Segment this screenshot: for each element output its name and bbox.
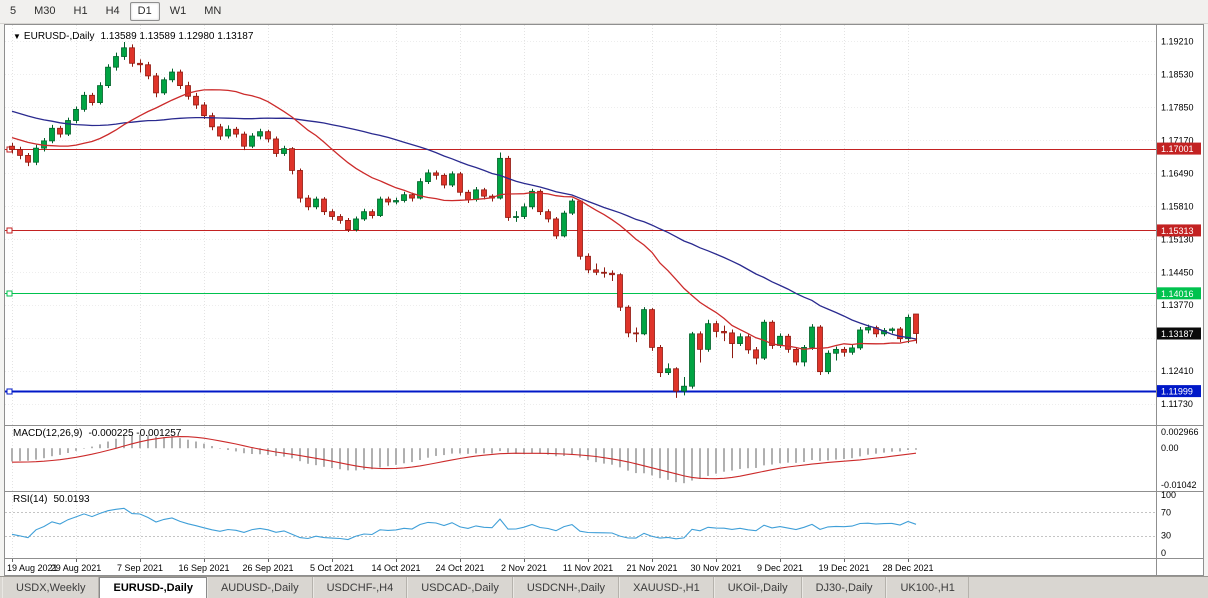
svg-text:5 Oct 2021: 5 Oct 2021 <box>310 563 354 573</box>
timeframe-button-w1[interactable]: W1 <box>169 5 187 17</box>
svg-text:21 Nov 2021: 21 Nov 2021 <box>626 563 677 573</box>
svg-text:0.002966: 0.002966 <box>1161 427 1199 437</box>
svg-text:1.15313: 1.15313 <box>1161 226 1194 236</box>
svg-text:19 Aug 2021: 19 Aug 2021 <box>7 563 58 573</box>
svg-text:11 Nov 2021: 11 Nov 2021 <box>563 563 613 573</box>
svg-text:100: 100 <box>1161 490 1176 500</box>
svg-text:1.17170: 1.17170 <box>1161 135 1194 145</box>
tab-usdcnh-daily[interactable]: USDCNH-,Daily <box>512 577 620 598</box>
svg-text:7 Sep 2021: 7 Sep 2021 <box>117 563 163 573</box>
svg-text:19 Dec 2021: 19 Dec 2021 <box>818 563 869 573</box>
svg-text:1.17850: 1.17850 <box>1161 102 1194 112</box>
timeframe-button-d1[interactable]: D1 <box>129 2 160 21</box>
macd-panel <box>11 434 917 484</box>
svg-text:26 Sep 2021: 26 Sep 2021 <box>242 563 293 573</box>
symbol-tabbar: USDX,Weekly EURUSD-,Daily AUDUSD-,Daily USD… <box>0 576 1208 598</box>
svg-text:30 Nov 2021: 30 Nov 2021 <box>690 563 741 573</box>
svg-text:1.12410: 1.12410 <box>1161 366 1194 376</box>
rsi-panel <box>5 507 1156 541</box>
svg-text:1.14016: 1.14016 <box>1161 289 1194 299</box>
tab-xauusd-h1[interactable]: XAUUSD-,H1 <box>619 577 714 598</box>
svg-text:1.13187: 1.13187 <box>1161 329 1194 339</box>
svg-text:70: 70 <box>1161 507 1171 517</box>
svg-text:1.14450: 1.14450 <box>1161 267 1194 277</box>
tab-ukoil-daily[interactable]: UKOil-,Daily <box>713 577 802 598</box>
timeframe-button-mn[interactable]: MN <box>204 5 222 17</box>
chart-window: 19 Aug 2021 29 Aug 2021 7 Sep 2021 16 Sep 2… <box>4 24 1204 576</box>
candles <box>9 41 919 398</box>
tab-usdcad-daily[interactable]: USDCAD-,Daily <box>407 577 513 598</box>
svg-text:29 Aug 2021: 29 Aug 2021 <box>51 563 102 573</box>
tab-usdx-weekly[interactable]: USDX,Weekly <box>2 577 100 598</box>
timeframe-button-h4[interactable]: H4 <box>105 5 120 17</box>
svg-text:1.15810: 1.15810 <box>1161 201 1194 211</box>
svg-text:28 Dec 2021: 28 Dec 2021 <box>882 563 933 573</box>
svg-text:-0.01042: -0.01042 <box>1161 480 1197 490</box>
timeframe-button-5[interactable]: 5 <box>10 5 17 17</box>
timeframe-toolbar: 5 M30 H1 H4 D1 W1 MN <box>0 0 1208 24</box>
grid-lines <box>5 25 1156 558</box>
svg-text:14 Oct 2021: 14 Oct 2021 <box>371 563 420 573</box>
svg-text:0.00: 0.00 <box>1161 443 1179 453</box>
svg-text:16 Sep 2021: 16 Sep 2021 <box>178 563 229 573</box>
svg-text:1.16490: 1.16490 <box>1161 168 1194 178</box>
svg-text:1.19210: 1.19210 <box>1161 36 1194 46</box>
tab-eurusd-daily[interactable]: EURUSD-,Daily <box>99 577 207 598</box>
horizontal-level-lines[interactable] <box>5 146 1156 395</box>
svg-text:30: 30 <box>1161 531 1171 541</box>
tab-uk100-h1[interactable]: UK100-,H1 <box>886 577 969 598</box>
svg-text:1.11999: 1.11999 <box>1161 387 1193 397</box>
price-badges: 1.17001 1.15313 1.14016 1.11999 1.13187 <box>1157 142 1201 398</box>
tab-dj30-daily[interactable]: DJ30-,Daily <box>801 577 887 598</box>
svg-text:1.13770: 1.13770 <box>1161 300 1194 310</box>
tab-audusd-daily[interactable]: AUDUSD-,Daily <box>206 577 313 598</box>
svg-text:1.11730: 1.11730 <box>1161 399 1193 409</box>
svg-text:1.15130: 1.15130 <box>1161 234 1194 244</box>
svg-text:1.17001: 1.17001 <box>1161 144 1194 154</box>
timeframe-button-h1[interactable]: H1 <box>73 5 88 17</box>
timeframe-button-m30[interactable]: M30 <box>34 5 56 17</box>
moving-averages <box>11 89 917 351</box>
svg-text:2 Nov 2021: 2 Nov 2021 <box>501 563 547 573</box>
svg-text:1.18530: 1.18530 <box>1161 69 1194 79</box>
svg-text:9 Dec 2021: 9 Dec 2021 <box>757 563 803 573</box>
tab-usdchf-h4[interactable]: USDCHF-,H4 <box>312 577 408 598</box>
svg-text:0: 0 <box>1161 548 1166 558</box>
panel-separators <box>5 25 1203 575</box>
svg-text:24 Oct 2021: 24 Oct 2021 <box>435 563 484 573</box>
